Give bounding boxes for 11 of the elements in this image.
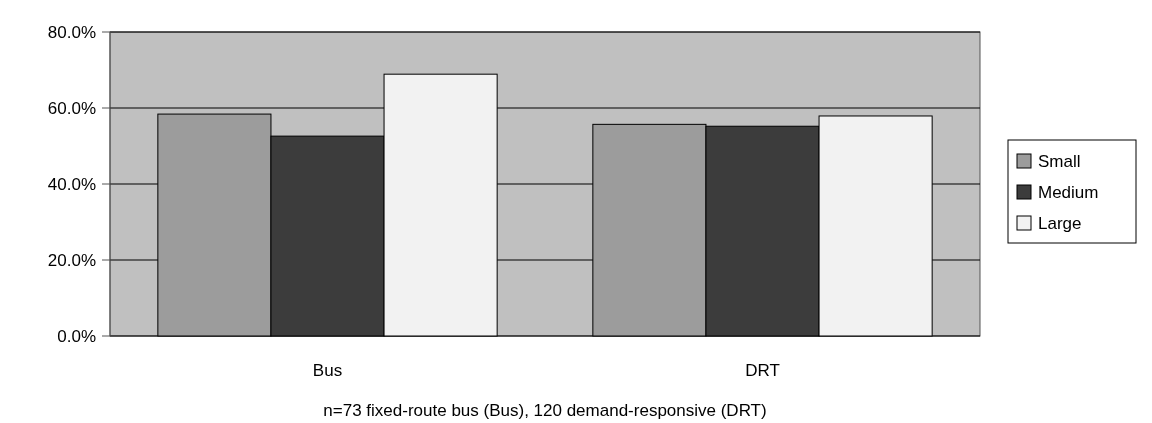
y-tick-label: 40.0% [47,174,96,194]
legend-label: Small [1038,151,1081,171]
text: n=73 fixed-route bus (Bus), 120 demand-responsive (DRT) [323,401,767,420]
y-tick-label: 20.0% [47,250,96,270]
y-tick-label: 0.0% [57,326,96,346]
legend-label: Large [1038,213,1082,233]
y-tick-label: 60.0% [47,98,96,118]
y-tick-label: 80.0% [47,22,96,42]
legend-label: Medium [1038,182,1099,202]
x-tick-label: DRT [745,361,780,380]
x-tick-label: Bus [312,361,343,380]
